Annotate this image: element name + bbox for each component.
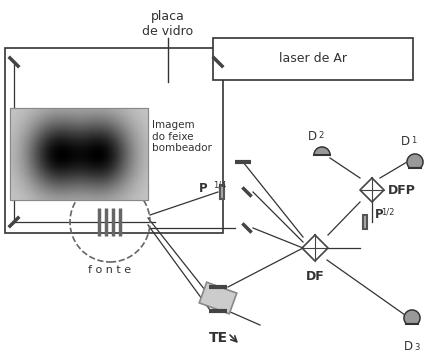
Text: D: D bbox=[404, 340, 413, 353]
Text: 1/4: 1/4 bbox=[213, 181, 226, 190]
Text: 1: 1 bbox=[411, 136, 416, 145]
Text: Imagem
do feixe
bombeador: Imagem do feixe bombeador bbox=[152, 120, 212, 153]
Bar bbox=[213, 38, 413, 80]
Polygon shape bbox=[363, 215, 367, 229]
Bar bbox=[5, 48, 223, 233]
Polygon shape bbox=[314, 147, 330, 155]
Polygon shape bbox=[407, 154, 423, 168]
Text: 1/2: 1/2 bbox=[381, 207, 394, 217]
Text: TE: TE bbox=[208, 331, 228, 345]
Text: 3: 3 bbox=[414, 343, 419, 352]
Polygon shape bbox=[199, 282, 237, 314]
Text: DFP: DFP bbox=[388, 183, 416, 197]
Text: P: P bbox=[199, 182, 208, 194]
Text: placa
de vidro: placa de vidro bbox=[143, 10, 193, 38]
Text: 2: 2 bbox=[318, 131, 323, 140]
Bar bbox=[10, 108, 148, 200]
Text: D: D bbox=[401, 135, 410, 148]
Text: DF: DF bbox=[306, 270, 324, 283]
Text: D: D bbox=[307, 130, 317, 143]
Bar bbox=[10, 108, 148, 200]
Text: laser de Ar: laser de Ar bbox=[279, 52, 347, 66]
Text: f o n t e: f o n t e bbox=[89, 265, 131, 275]
Text: P: P bbox=[375, 209, 383, 222]
Polygon shape bbox=[220, 185, 224, 199]
Polygon shape bbox=[404, 310, 420, 324]
